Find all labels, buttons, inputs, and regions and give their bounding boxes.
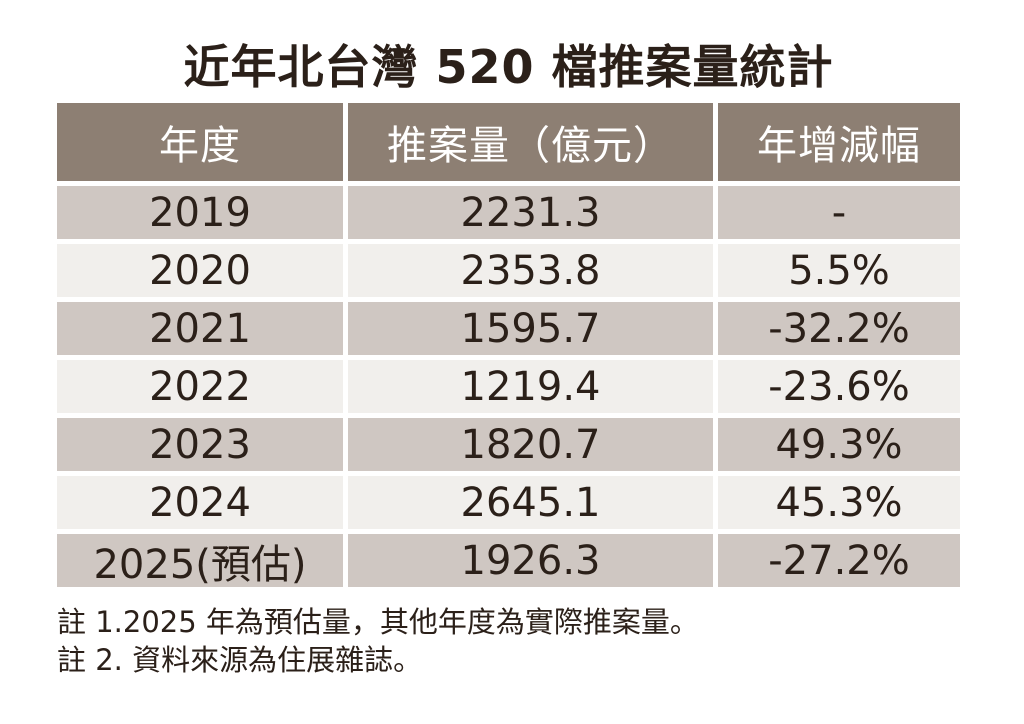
cell-volume: 1926.3 <box>348 534 713 588</box>
cell-volume: 1219.4 <box>348 360 713 414</box>
header-change: 年增減幅 <box>718 103 960 182</box>
header-volume: 推案量（億元） <box>348 103 713 182</box>
cell-year: 2025(預估) <box>57 534 343 588</box>
data-table: 年度 推案量（億元） 年增減幅 2019 2231.3 - 2020 2353.… <box>57 103 960 588</box>
cell-change: 5.5% <box>718 244 960 298</box>
table-row: 2023 1820.7 49.3% <box>57 418 960 472</box>
cell-year: 2023 <box>57 418 343 472</box>
header-year: 年度 <box>57 103 343 182</box>
cell-year: 2022 <box>57 360 343 414</box>
cell-change: -23.6% <box>718 360 960 414</box>
cell-year: 2020 <box>57 244 343 298</box>
table-row: 2022 1219.4 -23.6% <box>57 360 960 414</box>
page-title: 近年北台灣 520 檔推案量統計 <box>183 40 834 94</box>
cell-change: -27.2% <box>718 534 960 588</box>
footnote-1: 註 1.2025 年為預估量，其他年度為實際推案量。 <box>57 605 699 640</box>
table-row: 2020 2353.8 5.5% <box>57 244 960 298</box>
table-row: 2024 2645.1 45.3% <box>57 476 960 530</box>
cell-year: 2019 <box>57 186 343 240</box>
table-row: 2025(預估) 1926.3 -27.2% <box>57 534 960 588</box>
cell-change: -32.2% <box>718 302 960 356</box>
cell-change: 45.3% <box>718 476 960 530</box>
cell-change: - <box>718 186 960 240</box>
cell-year: 2024 <box>57 476 343 530</box>
footnote-2: 註 2. 資料來源為住展雜誌。 <box>57 643 423 678</box>
cell-change: 49.3% <box>718 418 960 472</box>
cell-volume: 1595.7 <box>348 302 713 356</box>
table-row: 2021 1595.7 -32.2% <box>57 302 960 356</box>
table-row: 2019 2231.3 - <box>57 186 960 240</box>
cell-volume: 2645.1 <box>348 476 713 530</box>
cell-year: 2021 <box>57 302 343 356</box>
table-header-row: 年度 推案量（億元） 年增減幅 <box>57 103 960 182</box>
cell-volume: 1820.7 <box>348 418 713 472</box>
cell-volume: 2353.8 <box>348 244 713 298</box>
footnotes: 註 1.2025 年為預估量，其他年度為實際推案量。 註 2. 資料來源為住展雜… <box>57 603 997 679</box>
cell-volume: 2231.3 <box>348 186 713 240</box>
